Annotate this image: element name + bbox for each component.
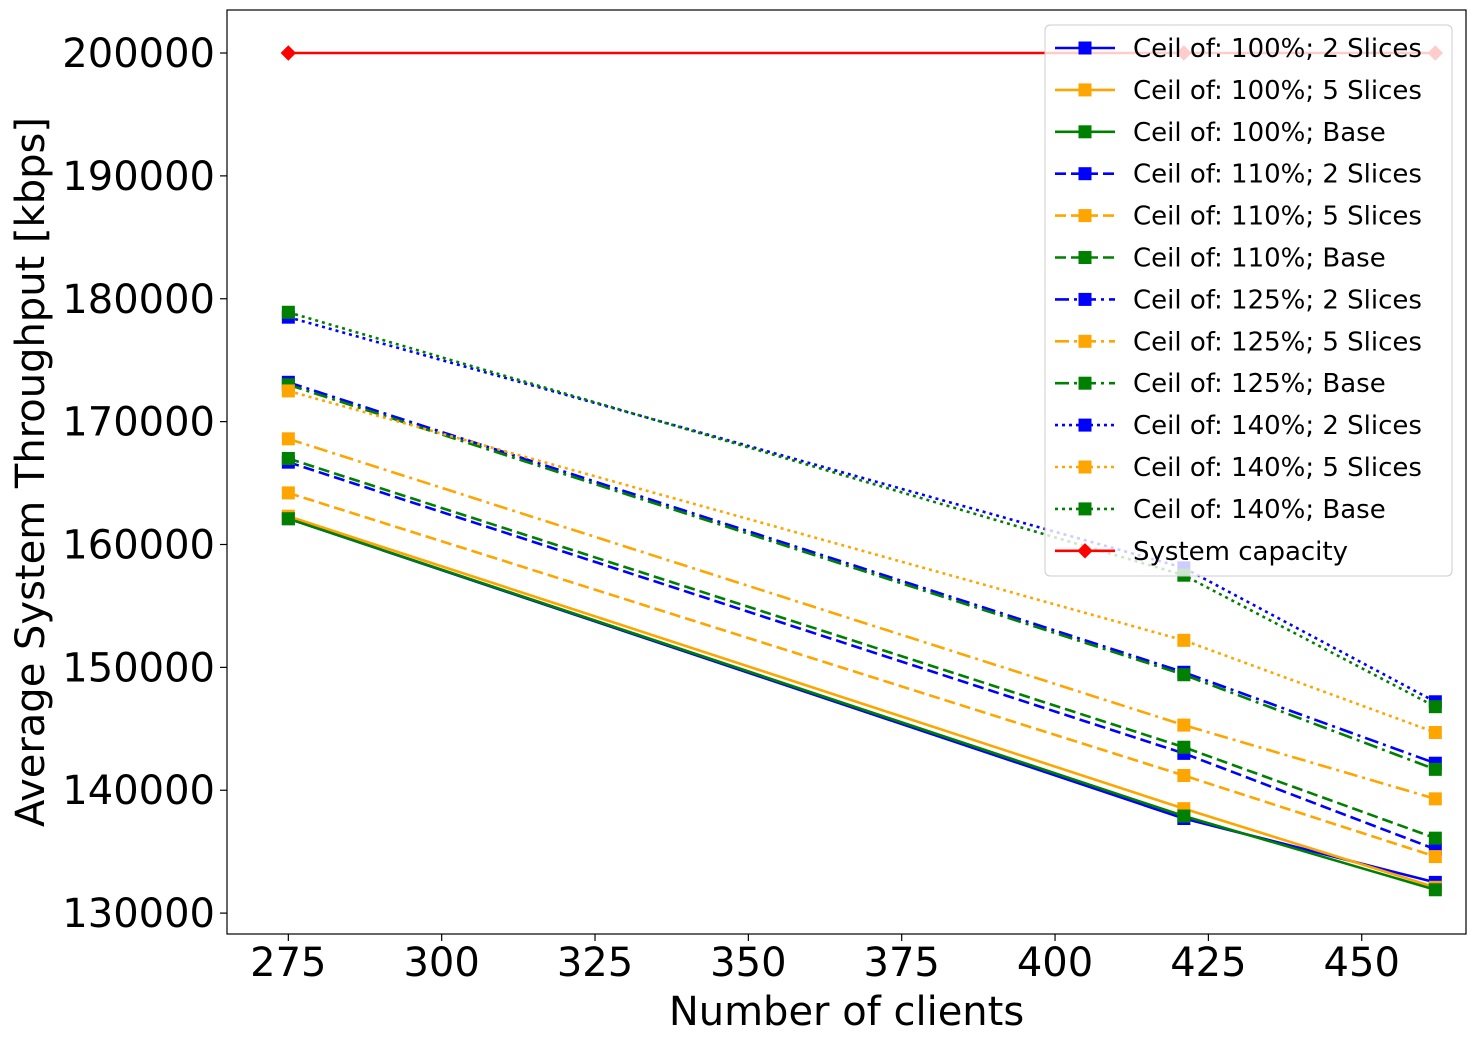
- y-tick-label: 150000: [62, 645, 215, 691]
- y-tick-label: 180000: [62, 277, 215, 323]
- x-tick-label: 275: [250, 940, 326, 986]
- legend-label: Ceil of: 100%; 5 Slices: [1133, 76, 1422, 106]
- legend-label: Ceil of: 110%; 2 Slices: [1133, 160, 1422, 190]
- series-line-ceil-of-110-base: [287, 457, 1436, 840]
- data-point-ceil-of-110-base: [281, 451, 295, 465]
- legend: Ceil of: 100%; 2 Slices Ceil of: 100%; 5 …: [1044, 24, 1453, 577]
- legend-marker-ceil-of-110-5-slices: [1078, 209, 1092, 223]
- y-tick-label: 170000: [62, 400, 215, 446]
- legend-marker-ceil-of-110-2-slices: [1078, 167, 1092, 181]
- series-line-ceil-of-125-5-slices: [287, 437, 1436, 801]
- legend-label: Ceil of: 110%; 5 Slices: [1133, 202, 1422, 232]
- data-point-ceil-of-140-5-slices: [1177, 633, 1191, 647]
- legend-marker-ceil-of-140-base: [1078, 502, 1092, 516]
- legend-marker-ceil-of-140-2-slices: [1078, 418, 1092, 432]
- legend-marker-ceil-of-125-2-slices: [1078, 292, 1092, 306]
- plot-area-frame: [226, 9, 1467, 935]
- data-point-ceil-of-100-base: [1428, 883, 1442, 897]
- data-point-ceil-of-110-5-slices: [281, 486, 295, 500]
- legend-marker-ceil-of-100-base: [1078, 125, 1092, 139]
- data-point-ceil-of-140-base: [1428, 700, 1442, 714]
- legend-marker-ceil-of-140-5-slices: [1078, 460, 1092, 474]
- series-line-ceil-of-110-2-slices: [287, 460, 1436, 851]
- data-point-ceil-of-140-5-slices: [281, 384, 295, 398]
- series-line-ceil-of-140-5-slices: [287, 389, 1436, 734]
- data-point-ceil-of-110-5-slices: [1177, 768, 1191, 782]
- legend-label: Ceil of: 100%; Base: [1133, 118, 1386, 148]
- legend-label: Ceil of: 140%; 2 Slices: [1133, 411, 1422, 441]
- legend-label: Ceil of: 125%; 5 Slices: [1133, 327, 1422, 357]
- data-point-ceil-of-125-5-slices: [281, 432, 295, 446]
- data-point-ceil-of-110-base: [1177, 740, 1191, 754]
- legend-marker-ceil-of-110-base: [1078, 251, 1092, 264]
- legend-marker-ceil-of-100-5-slices: [1078, 83, 1092, 97]
- data-point-ceil-of-125-base: [1177, 668, 1191, 682]
- data-point-ceil-of-125-5-slices: [1428, 792, 1442, 806]
- y-tick-label: 200000: [62, 31, 215, 77]
- x-tick-label: 400: [1017, 940, 1093, 986]
- series-line-ceil-of-125-base: [287, 383, 1436, 771]
- legend-marker-ceil-of-100-2-slices: [1078, 41, 1092, 55]
- y-tick-label: 190000: [62, 154, 215, 200]
- series-line-ceil-of-125-2-slices: [287, 381, 1436, 765]
- series-line-ceil-of-140-2-slices: [287, 315, 1436, 703]
- x-tick-label: 375: [864, 940, 940, 986]
- legend-label: Ceil of: 125%; 2 Slices: [1133, 285, 1422, 315]
- legend-box: [1044, 24, 1453, 577]
- legend-label: System capacity: [1133, 537, 1348, 567]
- x-tick-label: 300: [403, 940, 479, 986]
- legend-marker-ceil-of-125-5-slices: [1078, 334, 1092, 348]
- x-tick-label: 325: [557, 940, 633, 986]
- x-tick-label: 425: [1170, 940, 1246, 986]
- y-tick-label: 130000: [62, 891, 215, 937]
- data-point-ceil-of-100-base: [1177, 809, 1191, 823]
- data-point-ceil-of-110-base: [1428, 831, 1442, 845]
- legend-label: Ceil of: 140%; 5 Slices: [1133, 453, 1422, 483]
- data-point-ceil-of-100-base: [281, 512, 295, 526]
- data-point-ceil-of-125-base: [1428, 762, 1442, 776]
- y-axis-ticks: 130000 140000 150000 160000 170000 180000 1900…: [62, 31, 227, 937]
- y-tick-label: 160000: [62, 522, 215, 568]
- legend-marker-ceil-of-125-base: [1078, 376, 1092, 390]
- legend-label: Ceil of: 140%; Base: [1133, 495, 1386, 525]
- legend-label: Ceil of: 125%; Base: [1133, 369, 1386, 399]
- series-line-ceil-of-110-5-slices: [287, 491, 1436, 858]
- data-point-ceil-of-110-5-slices: [1428, 850, 1442, 864]
- y-tick-label: 140000: [62, 768, 215, 814]
- series-lines: [287, 51, 1436, 892]
- x-tick-label: 450: [1324, 940, 1400, 986]
- x-axis-label: Number of clients: [669, 989, 1024, 1035]
- x-tick-label: 350: [710, 940, 786, 986]
- data-point-system-capacity: [280, 45, 297, 61]
- y-axis-label: Average System Throughput [kbps]: [8, 117, 54, 827]
- data-point-ceil-of-125-5-slices: [1177, 718, 1191, 732]
- legend-marker-system-capacity: [1077, 543, 1093, 559]
- legend-label: Ceil of: 110%; Base: [1133, 244, 1386, 274]
- data-point-ceil-of-140-base: [281, 305, 295, 319]
- legend-label: Ceil of: 100%; 2 Slices: [1133, 34, 1422, 64]
- data-point-ceil-of-140-5-slices: [1428, 725, 1442, 739]
- x-axis-ticks: 275 300 325 350 375 400 425 450: [250, 934, 1400, 986]
